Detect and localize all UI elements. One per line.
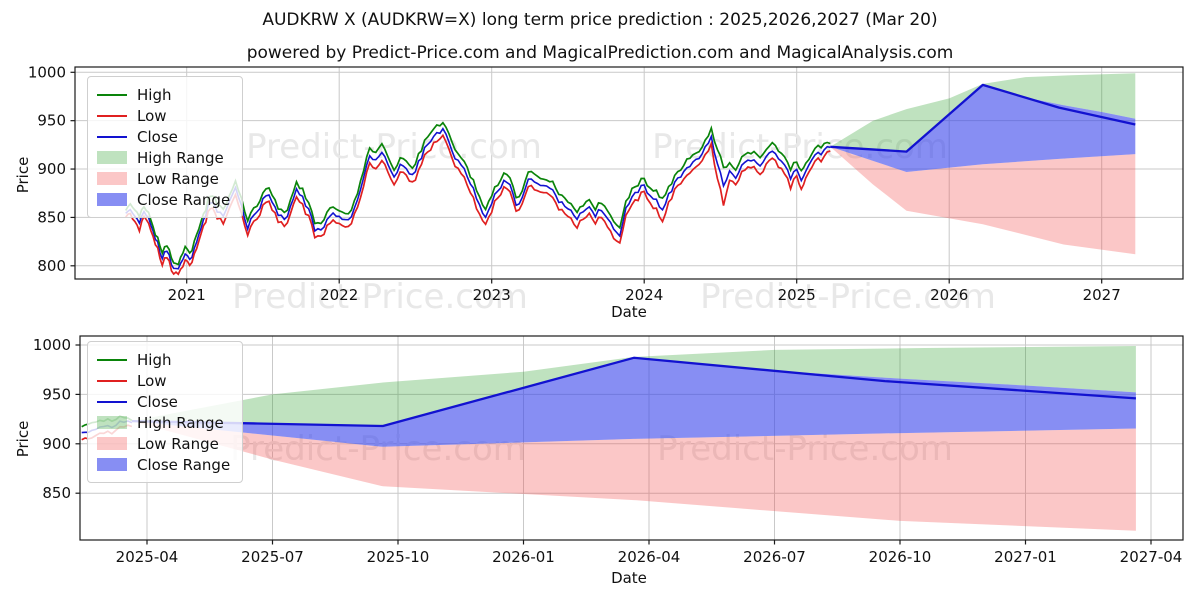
x-tick-label: 2026-10 — [869, 548, 932, 566]
legend-item-close: Close — [97, 391, 230, 412]
legend-line-swatch — [97, 379, 127, 382]
watermark-text: Predict-Price.com — [246, 127, 542, 167]
legend-item-close: Close — [97, 126, 230, 147]
legend-item-high-range: High Range — [97, 147, 230, 168]
legend-label: Low Range — [137, 434, 219, 453]
legend-fill-swatch — [97, 193, 127, 206]
x-tick-label: 2025 — [778, 286, 816, 304]
y-tick-label: 950 — [37, 112, 66, 130]
x-tick-label: 2027-04 — [1120, 548, 1183, 566]
top-chart-xlabel: Date — [611, 303, 647, 321]
legend-label: Close Range — [137, 190, 231, 209]
legend-item-high-range: High Range — [97, 412, 230, 433]
bottom-chart: Predict-Price.comPredict-Price.com2025-0… — [33, 335, 1184, 566]
top-chart-body — [124, 73, 1136, 276]
x-tick-label: 2025-07 — [241, 548, 304, 566]
legend-item-low-range: Low Range — [97, 433, 230, 454]
bottom-chart-ylabel: Price — [14, 420, 32, 458]
legend-fill-swatch — [97, 416, 127, 429]
x-tick-label: 2026-07 — [743, 548, 806, 566]
x-tick-label: 2026 — [930, 286, 968, 304]
legend-item-low: Low — [97, 370, 230, 391]
y-tick-label: 950 — [42, 385, 71, 403]
bottom-chart-body — [81, 346, 1136, 531]
low-range-area — [131, 421, 1136, 531]
close-forecast-line — [830, 83, 1136, 153]
legend-label: High Range — [137, 148, 224, 167]
plot-border — [79, 335, 1184, 541]
legend-line-swatch — [97, 114, 127, 117]
legend-item-high: High — [97, 84, 230, 105]
legend-line-swatch — [97, 93, 127, 96]
high-range-area — [131, 346, 1136, 426]
x-tick-label: 2026-04 — [618, 548, 681, 566]
x-tick-label: 2023 — [473, 286, 511, 304]
y-tick-label: 850 — [42, 484, 71, 502]
legend-label: High Range — [137, 413, 224, 432]
legend-label: Close — [137, 392, 178, 411]
low-range-area — [830, 146, 1136, 255]
x-tick-label: 2024 — [625, 286, 663, 304]
legend-item-close-range: Close Range — [97, 454, 230, 475]
y-tick-label: 1000 — [33, 336, 71, 354]
y-tick-label: 1000 — [28, 63, 66, 81]
x-tick-label: 2021 — [168, 286, 206, 304]
y-tick-label: 900 — [42, 435, 71, 453]
legend-item-close-range: Close Range — [97, 189, 230, 210]
x-tick-label: 2027 — [1083, 286, 1121, 304]
legend-line-swatch — [97, 400, 127, 403]
low-line — [125, 133, 831, 276]
bottom-chart-legend: High Low Close High Range Low Range Close Ran… — [87, 341, 244, 483]
legend-fill-swatch — [97, 151, 127, 164]
x-tick-label: 2025-04 — [116, 548, 179, 566]
watermark-text: Predict-Price.com — [232, 277, 528, 317]
y-tick-label: 900 — [37, 160, 66, 178]
x-tick-label: 2027-01 — [994, 548, 1057, 566]
legend-label: Close Range — [137, 455, 231, 474]
legend-line-swatch — [97, 358, 127, 361]
x-tick-label: 2025-10 — [367, 548, 430, 566]
legend-fill-swatch — [97, 437, 127, 450]
legend-item-high: High — [97, 349, 230, 370]
legend-fill-swatch — [97, 458, 127, 471]
chart-subtitle: powered by Predict-Price.com and Magical… — [246, 43, 954, 63]
legend-item-low: Low — [97, 105, 230, 126]
top-chart-legend: High Low Close High Range Low Range Close Ran… — [87, 76, 244, 218]
legend-fill-swatch — [97, 172, 127, 185]
watermark-text: Predict-Price.com — [700, 277, 996, 317]
legend-item-low-range: Low Range — [97, 168, 230, 189]
plot-border — [74, 66, 1184, 280]
top-chart: Predict-Price.com Predict-Price.com Predic… — [28, 63, 1184, 317]
legend-label: Low — [137, 106, 167, 125]
y-tick-label: 800 — [37, 257, 66, 275]
bottom-chart-xlabel: Date — [611, 569, 647, 587]
y-tick-label: 850 — [37, 208, 66, 226]
top-chart-ylabel: Price — [14, 156, 32, 194]
legend-label: High — [137, 350, 172, 369]
high-range-area — [830, 73, 1136, 152]
legend-line-swatch — [97, 135, 127, 138]
chart-title: AUDKRW X (AUDKRW=X) long term price pred… — [262, 10, 938, 30]
legend-label: Low — [137, 371, 167, 390]
x-tick-label: 2022 — [320, 286, 358, 304]
legend-label: Close — [137, 127, 178, 146]
legend-label: High — [137, 85, 172, 104]
x-tick-label: 2026-01 — [492, 548, 555, 566]
legend-label: Low Range — [137, 169, 219, 188]
